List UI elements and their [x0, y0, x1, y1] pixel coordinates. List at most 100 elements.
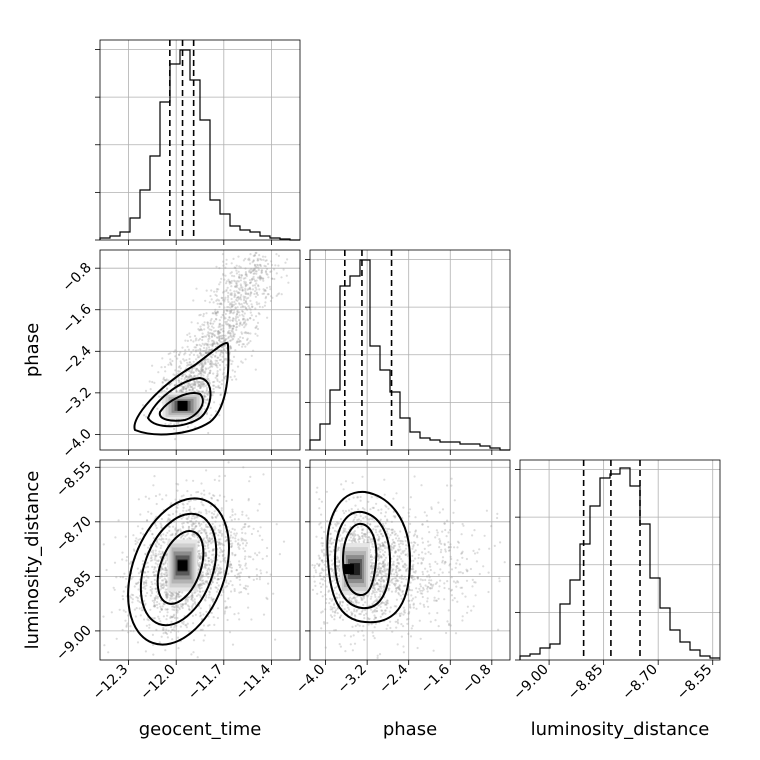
sample-point	[211, 353, 214, 356]
sample-point	[223, 316, 226, 319]
sample-point	[209, 406, 212, 409]
sample-point	[211, 343, 214, 346]
sample-point	[384, 522, 387, 525]
sample-point	[242, 318, 245, 321]
sample-point	[167, 629, 170, 632]
sample-point	[216, 370, 219, 373]
sample-point	[265, 571, 268, 574]
sample-point	[197, 328, 200, 331]
sample-point	[229, 345, 232, 348]
sample-point	[207, 338, 210, 341]
sample-point	[434, 619, 437, 622]
sample-point	[158, 641, 161, 644]
sample-point	[450, 484, 453, 487]
sample-point	[190, 375, 193, 378]
sample-point	[259, 265, 262, 268]
sample-point	[346, 603, 349, 607]
sample-point	[402, 651, 405, 654]
sample-point	[218, 337, 221, 340]
sample-point	[260, 271, 263, 274]
sample-point	[275, 253, 278, 256]
sample-point	[197, 593, 200, 596]
sample-point	[274, 638, 277, 641]
sample-point	[258, 276, 261, 279]
sample-point	[228, 281, 231, 284]
sample-point	[221, 360, 224, 363]
sample-point	[180, 605, 183, 608]
sample-point	[195, 367, 198, 370]
sample-point	[187, 532, 190, 535]
sample-point	[235, 320, 238, 323]
sample-point	[199, 385, 202, 388]
sample-point	[375, 607, 378, 610]
sample-point	[218, 349, 221, 352]
sample-point	[447, 549, 451, 552]
sample-point	[243, 305, 246, 308]
sample-point	[188, 505, 192, 508]
sample-point	[211, 345, 214, 348]
sample-point	[254, 279, 257, 283]
sample-point	[377, 568, 380, 571]
sample-point	[179, 389, 182, 392]
sample-point	[153, 566, 156, 569]
sample-point	[210, 515, 214, 518]
sample-point	[221, 349, 224, 352]
sample-point	[221, 550, 224, 553]
sample-point	[164, 422, 167, 426]
sample-point	[236, 325, 239, 328]
sample-point	[450, 594, 453, 597]
sample-point	[209, 587, 212, 591]
sample-point	[177, 630, 180, 633]
sample-point	[186, 333, 189, 336]
sample-point	[237, 287, 241, 290]
sample-point	[230, 285, 233, 288]
sample-point	[219, 349, 222, 352]
sample-point	[162, 626, 165, 630]
sample-point	[197, 521, 200, 525]
sample-point	[204, 299, 207, 302]
sample-point	[238, 276, 241, 279]
sample-point	[201, 590, 204, 593]
sample-point	[383, 478, 386, 481]
sample-point	[235, 264, 238, 267]
sample-point	[254, 265, 257, 268]
sample-point	[246, 283, 249, 286]
sample-point	[236, 311, 239, 314]
sample-point	[416, 646, 419, 650]
sample-point	[164, 588, 167, 591]
sample-point	[403, 562, 407, 565]
sample-point	[209, 505, 212, 508]
sample-point	[405, 570, 408, 573]
sample-point	[212, 342, 215, 345]
sample-point	[122, 609, 125, 612]
sample-point	[461, 619, 464, 622]
sample-point	[216, 310, 219, 313]
sample-point	[230, 531, 233, 534]
sample-point	[143, 414, 146, 417]
sample-point	[119, 575, 122, 579]
sample-point	[249, 308, 252, 311]
sample-point	[151, 380, 154, 384]
sample-point	[200, 390, 203, 393]
sample-point	[238, 575, 241, 578]
sample-point	[241, 289, 244, 292]
sample-point	[224, 320, 227, 324]
sample-point	[211, 599, 214, 602]
sample-point	[227, 335, 230, 339]
sample-point	[395, 626, 398, 629]
sample-point	[202, 613, 205, 616]
sample-point	[199, 370, 202, 373]
sample-point	[371, 611, 374, 614]
sample-point	[222, 559, 225, 563]
sample-point	[154, 543, 157, 546]
sample-point	[441, 556, 445, 559]
sample-point	[207, 378, 210, 381]
sample-point	[197, 530, 200, 533]
sample-point	[152, 553, 155, 556]
sample-point	[266, 273, 269, 276]
sample-point	[282, 268, 285, 271]
sample-point	[134, 582, 138, 585]
sample-point	[196, 374, 199, 377]
sample-point	[225, 499, 228, 503]
sample-point	[271, 296, 274, 299]
